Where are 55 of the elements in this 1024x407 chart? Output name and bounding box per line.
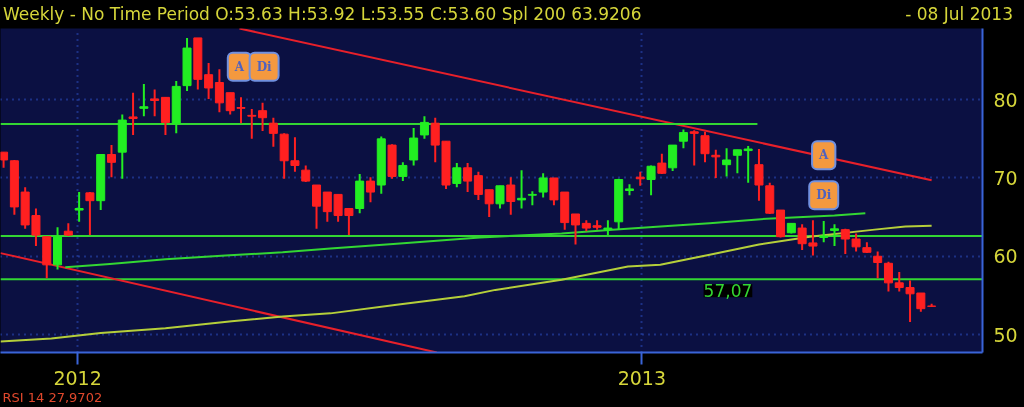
candlestick [419, 115, 429, 140]
y-tick-label: 60 [993, 245, 1018, 268]
candlestick [689, 129, 699, 167]
y-tick-label: 70 [993, 166, 1018, 189]
annotation: A [818, 148, 830, 163]
candlestick [290, 136, 300, 173]
text: RSI 14 27,9702 [2, 389, 103, 405]
candlestick [214, 68, 224, 114]
candlestick [873, 250, 883, 280]
x-tick-label: 2013 [617, 366, 666, 389]
candlestick [150, 88, 160, 118]
candlestick [365, 176, 375, 204]
candlestick [409, 126, 419, 167]
candlestick [258, 101, 268, 133]
y-tick-label: 50 [993, 323, 1018, 346]
candlestick [139, 83, 149, 118]
candlestick [128, 91, 138, 136]
candlestick [668, 144, 678, 172]
candlestick [700, 130, 710, 164]
annotation: A [233, 59, 245, 74]
candlestick [204, 61, 214, 100]
candlestick [268, 116, 278, 148]
candlestick [678, 128, 688, 150]
candlestick [517, 169, 527, 210]
candlestick [722, 147, 732, 178]
candlestick [646, 164, 656, 197]
candlestick [85, 191, 95, 237]
y-tick-label: 80 [993, 88, 1018, 111]
candlestick [106, 144, 116, 179]
candlestick [571, 212, 581, 246]
candlestick [484, 188, 494, 219]
candlestick [840, 227, 850, 255]
chart-title: Weekly - No Time Period O:53.63 H:53.92 L:53.55 C:53.60 Spl 200 63.9206 [3, 2, 642, 26]
candlestick [463, 162, 473, 194]
chart-subtitle: - 08 Jul 2013 [905, 2, 1013, 26]
candlestick [883, 260, 893, 293]
annotation: Di [816, 188, 832, 203]
candlestick [819, 220, 829, 244]
candlestick [247, 108, 257, 140]
candlestick [495, 184, 505, 210]
candlestick [754, 148, 764, 202]
candlestick [506, 176, 516, 216]
candlestick [452, 162, 462, 189]
candlestick [830, 223, 840, 248]
annotation: Di [256, 59, 273, 74]
candlestick [74, 191, 84, 223]
candlestick [398, 161, 408, 183]
line-series [0, 224, 933, 343]
candlestick [473, 170, 483, 201]
candlestick [538, 172, 548, 199]
ref-line-label: 57,07 [703, 281, 753, 302]
candlestick [312, 184, 322, 230]
x-tick-label: 2012 [53, 366, 102, 389]
candlestick [732, 148, 742, 175]
candlestick [743, 144, 753, 184]
